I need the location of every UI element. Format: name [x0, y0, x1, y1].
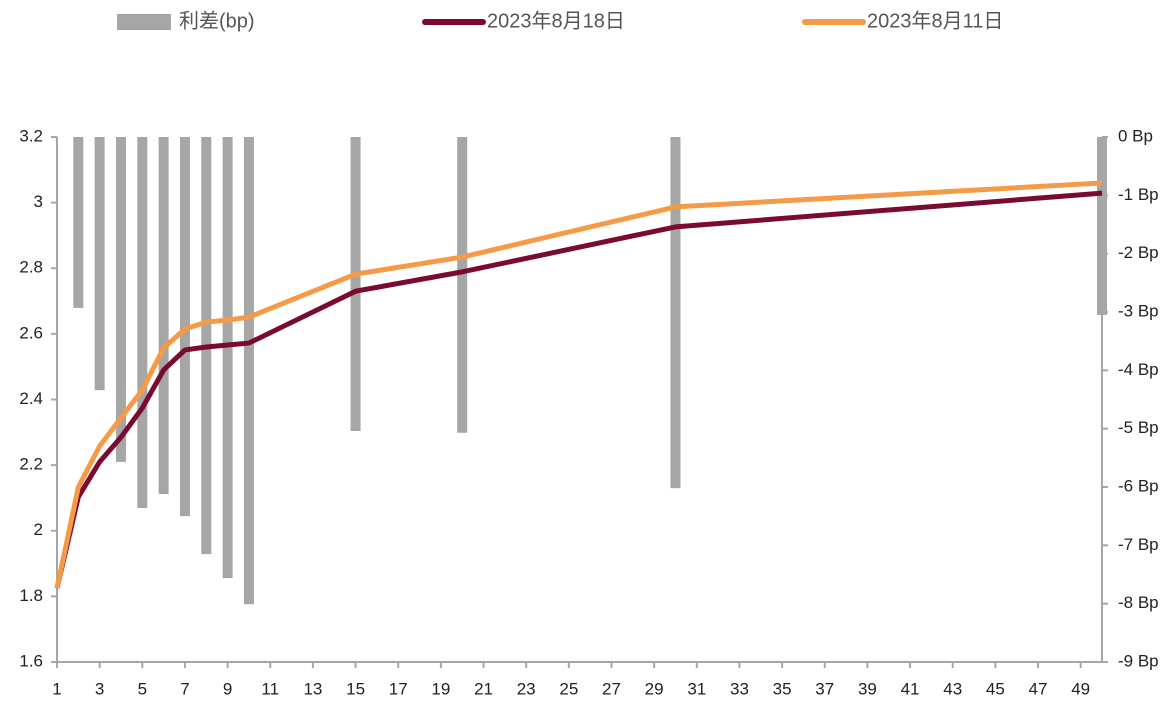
x-tick-label: 45 [986, 679, 1005, 698]
y2-tick-label: -5 Bp [1118, 418, 1159, 437]
y2-tick-label: -4 Bp [1118, 360, 1159, 379]
bar [457, 137, 468, 433]
y-tick-label: 2.2 [19, 455, 43, 474]
bar [73, 137, 84, 308]
y2-tick-label: -9 Bp [1118, 651, 1159, 670]
x-tick-label: 37 [815, 679, 834, 698]
y-tick-label: 2.6 [19, 323, 43, 342]
x-tick-label: 3 [95, 679, 104, 698]
y2-tick-label: -7 Bp [1118, 535, 1159, 554]
y-tick-label: 2 [34, 520, 43, 539]
x-tick-label: 47 [1029, 679, 1048, 698]
x-tick-label: 7 [180, 679, 189, 698]
x-tick-label: 25 [559, 679, 578, 698]
x-tick-label: 17 [389, 679, 408, 698]
x-tick-label: 29 [645, 679, 664, 698]
bar [350, 137, 361, 431]
bar [94, 137, 105, 391]
y-tick-label: 1.8 [19, 586, 43, 605]
x-tick-label: 27 [602, 679, 621, 698]
bar [222, 137, 233, 578]
x-tick-label: 33 [730, 679, 749, 698]
y-tick-label: 2.8 [19, 258, 43, 277]
x-tick-label: 39 [858, 679, 877, 698]
x-tick-label: 49 [1071, 679, 1090, 698]
bar [115, 137, 126, 462]
y2-tick-label: -1 Bp [1118, 185, 1159, 204]
bar [670, 137, 681, 489]
legend-label: 利差(bp) [179, 9, 255, 32]
line [54, 180, 1103, 589]
y-tick-label: 3 [34, 192, 43, 211]
x-tick-label: 23 [517, 679, 536, 698]
line [54, 190, 1103, 589]
x-tick-label: 15 [346, 679, 365, 698]
x-tick-label: 31 [687, 679, 706, 698]
x-tick-label: 21 [474, 679, 493, 698]
x-tick-label: 9 [223, 679, 232, 698]
y2-tick-label: -2 Bp [1118, 243, 1159, 262]
x-tick-label: 41 [901, 679, 920, 698]
x-tick-label: 1 [52, 679, 61, 698]
x-tick-label: 43 [943, 679, 962, 698]
bar [243, 137, 254, 605]
y-tick-label: 2.4 [19, 389, 43, 408]
bar [1097, 137, 1107, 315]
x-tick-label: 19 [431, 679, 450, 698]
y2-tick-label: -3 Bp [1118, 301, 1159, 320]
legend-label: 2023年8月11日 [867, 9, 1003, 32]
x-tick-label: 5 [138, 679, 147, 698]
x-tick-label: 11 [261, 679, 279, 698]
y2-tick-label: -8 Bp [1118, 593, 1159, 612]
bar [158, 137, 169, 494]
y-tick-label: 1.6 [19, 651, 43, 670]
bar [137, 137, 148, 508]
y2-tick-label: 0 Bp [1118, 126, 1153, 145]
y-tick-label: 3.2 [19, 126, 43, 145]
legend-label: 2023年8月18日 [487, 9, 625, 32]
x-tick-label: 13 [303, 679, 322, 698]
y2-tick-label: -6 Bp [1118, 476, 1159, 495]
legend-swatch [117, 14, 171, 30]
x-tick-label: 35 [773, 679, 792, 698]
